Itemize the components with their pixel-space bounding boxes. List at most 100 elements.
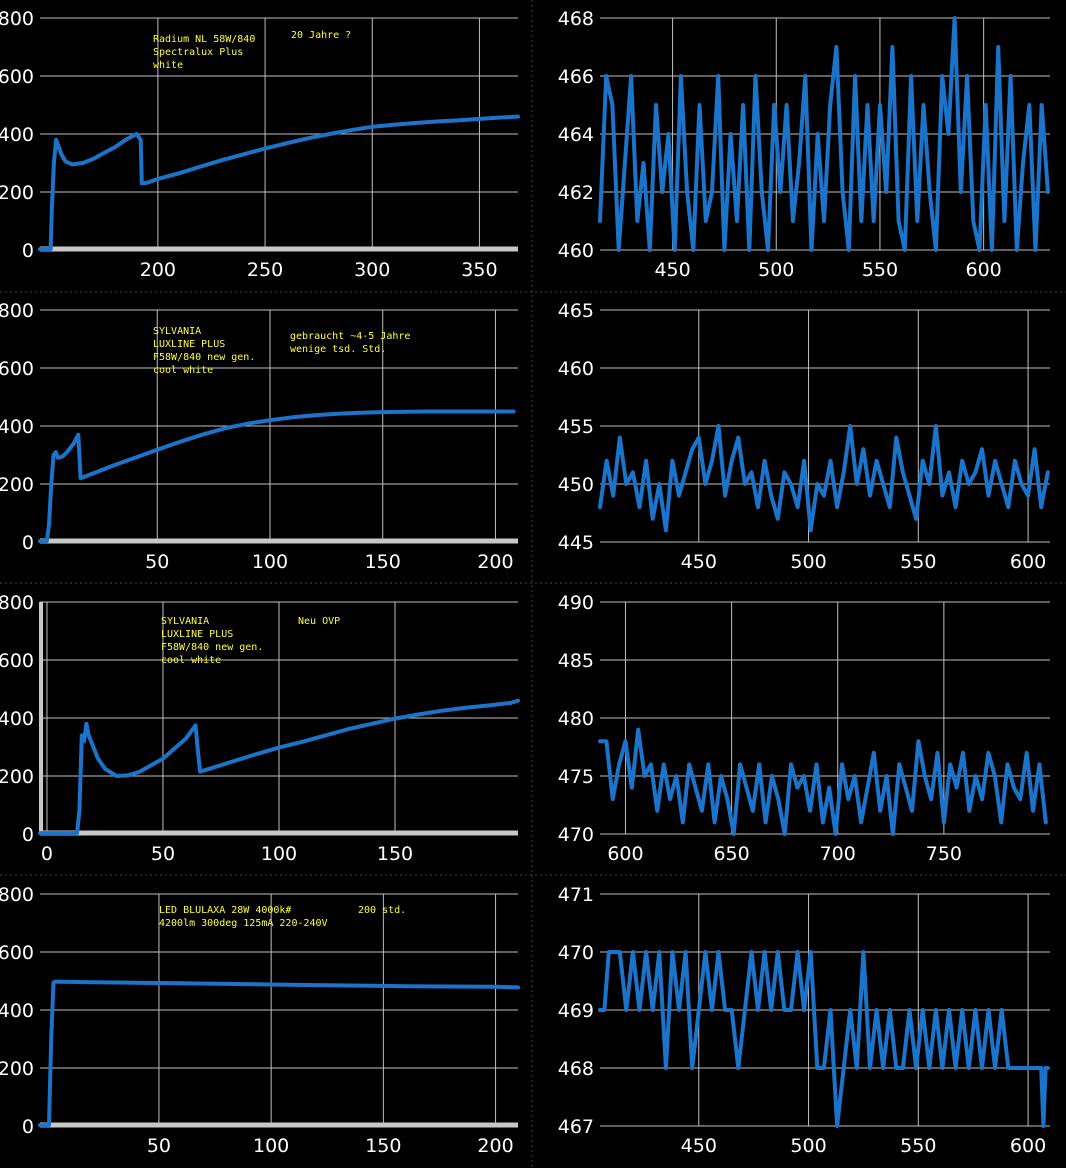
annotation-text: white [153, 60, 183, 71]
y-tick-label: 800 [0, 884, 34, 906]
y-tick-label: 800 [0, 300, 34, 322]
y-tick-label: 466 [558, 66, 594, 88]
y-tick-label: 0 [22, 1116, 34, 1138]
y-tick-label: 200 [0, 1058, 34, 1080]
y-tick-label: 490 [558, 592, 594, 614]
series-line-0 [38, 114, 520, 252]
chart-panel-4: 0 200 400 600 800 0 50 100 150 SYLVANIA LUXLINE PL… [0, 592, 520, 865]
y-tick-label: 468 [558, 8, 594, 30]
annotation-text: gebraucht ~4-5 Jahre [290, 331, 410, 342]
annotation-text: F58W/840 new gen. [161, 642, 263, 653]
x-tick-label: 50 [147, 1135, 171, 1157]
x-tick-label: 550 [900, 1135, 936, 1157]
x-tick-label: 500 [758, 259, 794, 281]
x-tick-label: 100 [253, 1135, 289, 1157]
x-tick-label: 450 [654, 259, 690, 281]
chart-panel-7: 467 468 469 470 471 450 500 550 600 [558, 884, 1050, 1157]
y-tick-label: 480 [558, 708, 594, 730]
y-tick-label: 200 [0, 474, 34, 496]
x-tick-label: 200 [140, 259, 176, 281]
annotation-text: Spectralux Plus [153, 47, 243, 58]
y-tick-label: 200 [0, 766, 34, 788]
annotation-text: LED BLULAXA 28W 4000k# [159, 905, 291, 916]
x-tick-label: 50 [145, 551, 169, 573]
y-tick-label: 455 [558, 416, 594, 438]
annotation-text: SYLVANIA [161, 616, 209, 627]
x-tick-label: 100 [261, 843, 297, 865]
x-tick-label: 600 [1010, 1135, 1046, 1157]
annotation-text: 20 Jahre ? [291, 30, 351, 41]
annotation-text: F58W/840 new gen. [153, 352, 255, 363]
y-tick-label: 800 [0, 8, 34, 30]
y-tick-label: 0 [22, 824, 34, 846]
x-tick-label: 650 [713, 843, 749, 865]
y-tick-label: 471 [558, 884, 594, 906]
x-tick-label: 300 [354, 259, 390, 281]
x-tick-label: 50 [151, 843, 175, 865]
y-tick-label: 445 [558, 532, 594, 554]
series-line-0 [598, 16, 1050, 252]
x-tick-label: 450 [681, 551, 717, 573]
y-tick-label: 465 [558, 300, 594, 322]
x-tick-label: 150 [377, 843, 413, 865]
y-tick-label: 200 [0, 182, 34, 204]
y-tick-label: 400 [0, 416, 34, 438]
chart-panel-2: 0 200 400 600 800 50 100 150 200 SYLVANIA LUXLINE … [0, 300, 518, 573]
chart-panel-3: 445 450 455 460 465 450 500 550 600 [558, 300, 1050, 573]
x-tick-label: 350 [461, 259, 497, 281]
annotation-text: LUXLINE PLUS [153, 339, 225, 350]
x-tick-label: 500 [790, 551, 826, 573]
x-tick-label: 450 [681, 1135, 717, 1157]
chart-panel-6: 0 200 400 600 800 50 100 150 200 LED BLULAXA 28W … [0, 884, 520, 1157]
annotation-text: 4200lm 300deg 125mA 220-240V [159, 918, 328, 929]
x-tick-label: 600 [1010, 551, 1046, 573]
annotation-text: Radium NL 58W/840 [153, 34, 255, 45]
series-line-0 [598, 727, 1048, 836]
y-tick-label: 400 [0, 708, 34, 730]
annotation-text: cool white [161, 655, 221, 666]
y-tick-label: 470 [558, 942, 594, 964]
annotation-text: LUXLINE PLUS [161, 629, 233, 640]
y-tick-label: 400 [0, 1000, 34, 1022]
series-line-0 [38, 698, 520, 836]
y-tick-label: 470 [558, 824, 594, 846]
x-tick-label: 500 [790, 1135, 826, 1157]
y-tick-label: 600 [0, 358, 34, 380]
y-tick-label: 400 [0, 124, 34, 146]
y-tick-label: 475 [558, 766, 594, 788]
series-line-0 [38, 979, 520, 1128]
series-line-0 [598, 424, 1050, 533]
y-tick-label: 467 [558, 1116, 594, 1138]
y-tick-label: 462 [558, 182, 594, 204]
x-tick-label: 200 [477, 551, 513, 573]
annotation-text: Neu OVP [298, 616, 340, 627]
y-tick-label: 600 [0, 650, 34, 672]
x-tick-label: 600 [966, 259, 1002, 281]
y-tick-label: 450 [558, 474, 594, 496]
y-tick-label: 469 [558, 1000, 594, 1022]
y-tick-label: 0 [22, 532, 34, 554]
x-tick-label: 550 [862, 259, 898, 281]
chart-panel-1: 460 462 464 466 468 450 500 550 600 [558, 8, 1050, 281]
x-tick-label: 600 [607, 843, 643, 865]
x-tick-label: 200 [477, 1135, 513, 1157]
annotation-text: wenige tsd. Std. [290, 344, 386, 355]
y-tick-label: 468 [558, 1058, 594, 1080]
x-tick-label: 550 [900, 551, 936, 573]
x-tick-label: 750 [926, 843, 962, 865]
x-tick-label: 100 [252, 551, 288, 573]
series-line-0 [38, 409, 516, 544]
x-tick-label: 150 [365, 1135, 401, 1157]
y-tick-label: 600 [0, 66, 34, 88]
y-tick-label: 0 [22, 240, 34, 262]
x-tick-label: 700 [820, 843, 856, 865]
x-tick-label: 150 [365, 551, 401, 573]
x-tick-label: 250 [247, 259, 283, 281]
annotation-text: 200 std. [358, 905, 406, 916]
x-tick-label: 0 [41, 843, 53, 865]
y-tick-label: 460 [558, 240, 594, 262]
chart-panel-0: 0 200 400 600 800 200 250 300 350 Radium NL 58W/8… [0, 8, 520, 281]
annotation-text: cool white [153, 365, 213, 376]
